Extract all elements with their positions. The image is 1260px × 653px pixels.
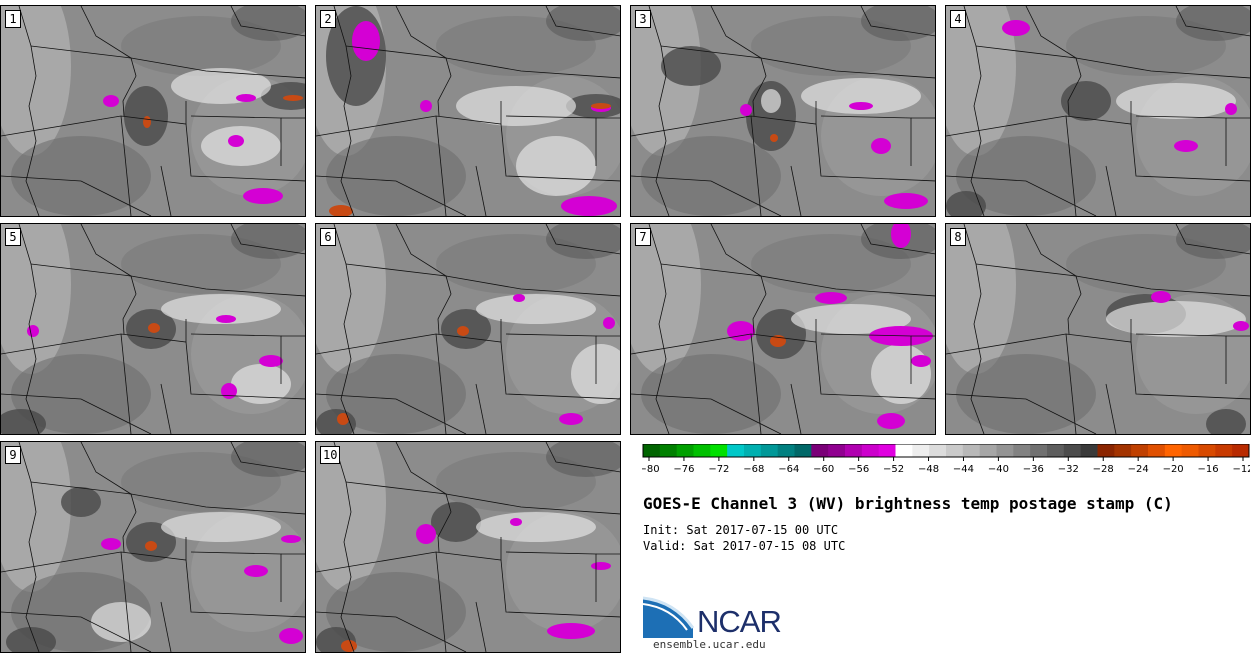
- water-vapor-map: [316, 442, 620, 652]
- colorbar-swatch: [1013, 444, 1031, 457]
- colorbar-outline: [642, 444, 1250, 458]
- water-vapor-map: [316, 6, 620, 216]
- colorbar-swatch: [1198, 444, 1216, 457]
- water-vapor-map: [316, 224, 620, 434]
- colorbar-swatch: [811, 444, 829, 457]
- map-panel: 3: [630, 5, 936, 217]
- colorbar-swatch: [1215, 444, 1233, 457]
- colorbar-swatch: [1063, 444, 1082, 457]
- colorbar-swatch: [878, 444, 896, 457]
- colorbar-tick-label: −36: [1023, 464, 1044, 475]
- colorbar-tick-label: −44: [953, 464, 974, 475]
- panel-number-label: 1: [5, 10, 21, 28]
- colorbar-swatch: [794, 444, 812, 457]
- colorbar-tick-label: −32: [1058, 464, 1079, 475]
- colorbar-tick-label: −52: [883, 464, 904, 475]
- colorbar: −80 −76 −72 −68 −64 −60 −56 −52 −48 −44 −40 −36 −32 −…: [642, 444, 1250, 475]
- colorbar-swatch: [962, 444, 981, 457]
- colorbar-swatch: [659, 444, 678, 457]
- colorbar-swatch: [912, 444, 930, 457]
- map-panel: 2: [315, 5, 621, 217]
- map-panel: 6: [315, 223, 621, 435]
- panel-number-label: 3: [635, 10, 651, 28]
- water-vapor-map: [631, 224, 935, 434]
- ensemble-url: ensemble.ucar.edu: [653, 638, 766, 651]
- water-vapor-map: [631, 6, 935, 216]
- map-panel: 4: [945, 5, 1251, 217]
- panel-number-label: 2: [320, 10, 336, 28]
- colorbar-swatch: [1164, 444, 1183, 457]
- ncar-logo: NCAR ensemble.ucar.edu: [642, 596, 803, 652]
- colorbar-tick-label: −68: [743, 464, 764, 475]
- panel-number-label: 5: [5, 228, 21, 246]
- colorbar-tick-label: −76: [673, 464, 694, 475]
- colorbar-tick-label: −12: [1232, 464, 1250, 475]
- colorbar-swatch: [1030, 444, 1048, 457]
- map-panel: 9: [0, 441, 306, 653]
- water-vapor-map: [946, 6, 1250, 216]
- colorbar-swatch: [1080, 444, 1098, 457]
- colorbar-tick-label: −40: [988, 464, 1009, 475]
- colorbar-swatch: [861, 444, 880, 457]
- colorbar-tick-label: −20: [1163, 464, 1184, 475]
- panel-number-label: 8: [950, 228, 966, 246]
- colorbar-swatch: [946, 444, 964, 457]
- colorbar-swatch: [1232, 444, 1250, 457]
- colorbar-swatch: [710, 444, 728, 457]
- colorbar-swatch: [845, 444, 863, 457]
- colorbar-swatch: [1114, 444, 1132, 457]
- colorbar-tick-label: −24: [1128, 464, 1149, 475]
- colorbar-swatch: [1148, 444, 1166, 457]
- map-panel: 8: [945, 223, 1251, 435]
- ncar-logo-text: NCAR: [697, 604, 782, 639]
- colorbar-swatch: [979, 444, 997, 457]
- colorbar-swatch: [929, 444, 947, 457]
- panel-number-label: 9: [5, 446, 21, 464]
- init-time: Init: Sat 2017-07-15 00 UTC: [643, 523, 839, 537]
- water-vapor-map: [946, 224, 1250, 434]
- map-panel: 1: [0, 5, 306, 217]
- colorbar-swatch: [727, 444, 745, 457]
- colorbar-swatch: [1181, 444, 1199, 457]
- map-panel: 10: [315, 441, 621, 653]
- colorbar-swatch: [676, 444, 694, 457]
- water-vapor-map: [1, 6, 305, 216]
- colorbar-swatch: [828, 444, 846, 457]
- colorbar-tick-label: −56: [848, 464, 869, 475]
- colorbar-swatch: [693, 444, 711, 457]
- water-vapor-map: [1, 442, 305, 652]
- panel-number-label: 7: [635, 228, 651, 246]
- colorbar-swatch: [996, 444, 1014, 457]
- panel-number-label: 6: [320, 228, 336, 246]
- colorbar-tick-label: −16: [1198, 464, 1219, 475]
- colorbar-tick-label: −72: [708, 464, 729, 475]
- colorbar-swatch: [1047, 444, 1065, 457]
- figure-title: GOES-E Channel 3 (WV) brightness temp po…: [643, 494, 1173, 513]
- map-panel: 5: [0, 223, 306, 435]
- colorbar-swatch: [1131, 444, 1149, 457]
- colorbar-tick-label: −64: [778, 464, 799, 475]
- colorbar-swatch: [643, 444, 661, 457]
- colorbar-tick-label: −60: [813, 464, 834, 475]
- water-vapor-map: [1, 224, 305, 434]
- panel-number-label: 4: [950, 10, 966, 28]
- colorbar-swatch: [760, 444, 779, 457]
- ncar-swoosh-icon: [642, 596, 695, 638]
- colorbar-tick-label: −28: [1093, 464, 1114, 475]
- colorbar-swatch: [1097, 444, 1115, 457]
- colorbar-swatch: [895, 444, 913, 457]
- colorbar-tick-label: −80: [642, 464, 660, 475]
- colorbar-swatch: [744, 444, 762, 457]
- panel-number-label: 10: [320, 446, 341, 464]
- colorbar-swatch: [777, 444, 795, 457]
- map-panel: 7: [630, 223, 936, 435]
- colorbar-tick-label: −48: [918, 464, 939, 475]
- valid-time: Valid: Sat 2017-07-15 08 UTC: [643, 539, 846, 553]
